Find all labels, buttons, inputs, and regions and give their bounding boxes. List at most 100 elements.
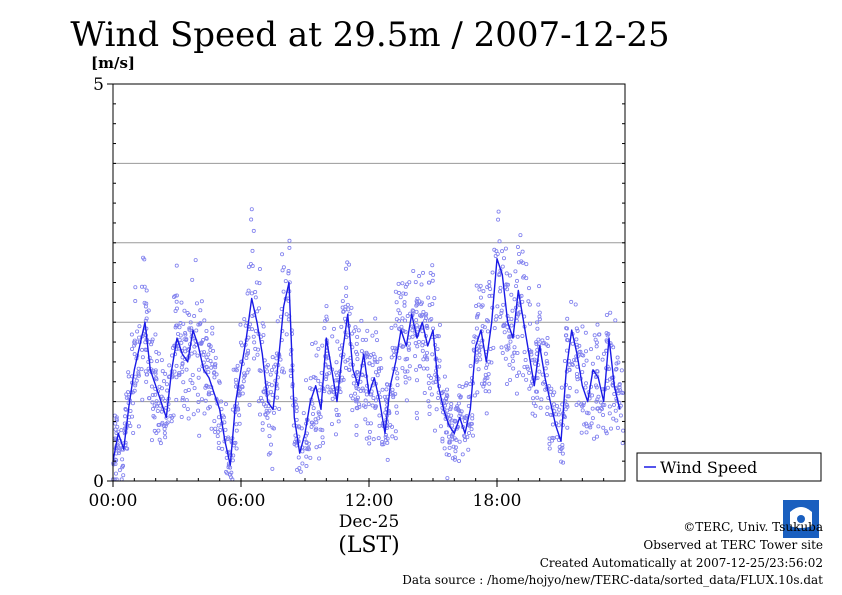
data-point (479, 304, 484, 309)
data-point (242, 371, 247, 376)
data-point (384, 387, 389, 392)
data-point (157, 437, 162, 442)
data-point (261, 333, 266, 338)
data-point (497, 272, 502, 277)
data-point (355, 357, 360, 362)
data-point (142, 300, 147, 305)
data-point (588, 425, 593, 430)
data-point (482, 382, 487, 387)
data-point (509, 292, 514, 297)
data-point (507, 335, 512, 340)
data-point (267, 408, 272, 413)
data-point (477, 344, 482, 349)
data-point (270, 355, 275, 360)
data-point (281, 289, 286, 294)
data-point (313, 340, 318, 345)
data-point (133, 374, 138, 379)
data-point (533, 413, 538, 418)
data-point (126, 370, 131, 375)
data-point (317, 456, 322, 461)
data-point (179, 340, 184, 345)
data-point (328, 387, 333, 392)
data-point (390, 424, 395, 429)
data-point (174, 375, 179, 380)
data-point (406, 347, 411, 352)
data-point (525, 366, 530, 371)
data-point (179, 415, 184, 420)
data-point (518, 233, 523, 238)
data-point (204, 336, 209, 341)
data-point (359, 349, 364, 354)
data-point (574, 389, 579, 394)
data-point (115, 424, 120, 429)
data-point (372, 354, 377, 359)
data-point (380, 440, 385, 445)
data-point (208, 358, 213, 363)
data-point (313, 428, 318, 433)
data-point (160, 369, 165, 374)
data-point (561, 460, 566, 465)
data-point (396, 281, 401, 286)
data-point (423, 316, 428, 321)
data-point (263, 412, 268, 417)
data-point (484, 365, 489, 370)
data-point (360, 386, 365, 391)
data-point (155, 408, 160, 413)
data-point (343, 365, 348, 370)
data-point (441, 389, 446, 394)
data-point (416, 339, 421, 344)
data-point (444, 430, 449, 435)
data-point (496, 209, 501, 214)
data-point (510, 359, 515, 364)
data-point (444, 392, 449, 397)
data-point (270, 425, 275, 430)
data-point (619, 390, 624, 395)
data-point (180, 397, 185, 402)
data-point (219, 399, 224, 404)
data-point (539, 397, 544, 402)
data-point (508, 339, 513, 344)
data-point (423, 318, 428, 323)
data-point (309, 424, 314, 429)
data-point (143, 304, 148, 309)
data-point (325, 384, 330, 389)
data-point (147, 396, 152, 401)
data-point (565, 316, 570, 321)
data-point (275, 395, 280, 400)
data-point (424, 324, 429, 329)
data-point (514, 278, 519, 283)
data-point (520, 299, 525, 304)
data-point (324, 304, 329, 309)
data-point (216, 440, 221, 445)
data-point (192, 386, 197, 391)
data-point (436, 396, 441, 401)
data-point (474, 304, 479, 309)
data-point (529, 383, 534, 388)
data-point (404, 398, 409, 403)
data-point (437, 322, 442, 327)
data-point (397, 355, 402, 360)
data-point (144, 316, 149, 321)
data-point (185, 311, 190, 316)
data-point (583, 349, 588, 354)
data-point (198, 308, 203, 313)
data-point (415, 327, 420, 332)
legend-box (636, 452, 822, 482)
data-point (608, 310, 613, 315)
data-point (206, 352, 211, 357)
data-point (163, 435, 168, 440)
data-point (565, 404, 570, 409)
data-point (493, 317, 498, 322)
data-point (136, 370, 141, 375)
data-point (414, 410, 419, 415)
data-point (534, 389, 539, 394)
data-point (426, 381, 431, 386)
data-point (580, 370, 585, 375)
data-point (184, 367, 189, 372)
grid-lines (113, 162, 625, 403)
data-point (500, 249, 505, 254)
data-point (489, 360, 494, 365)
data-point (417, 274, 422, 279)
data-point (242, 317, 247, 322)
data-point (527, 386, 532, 391)
